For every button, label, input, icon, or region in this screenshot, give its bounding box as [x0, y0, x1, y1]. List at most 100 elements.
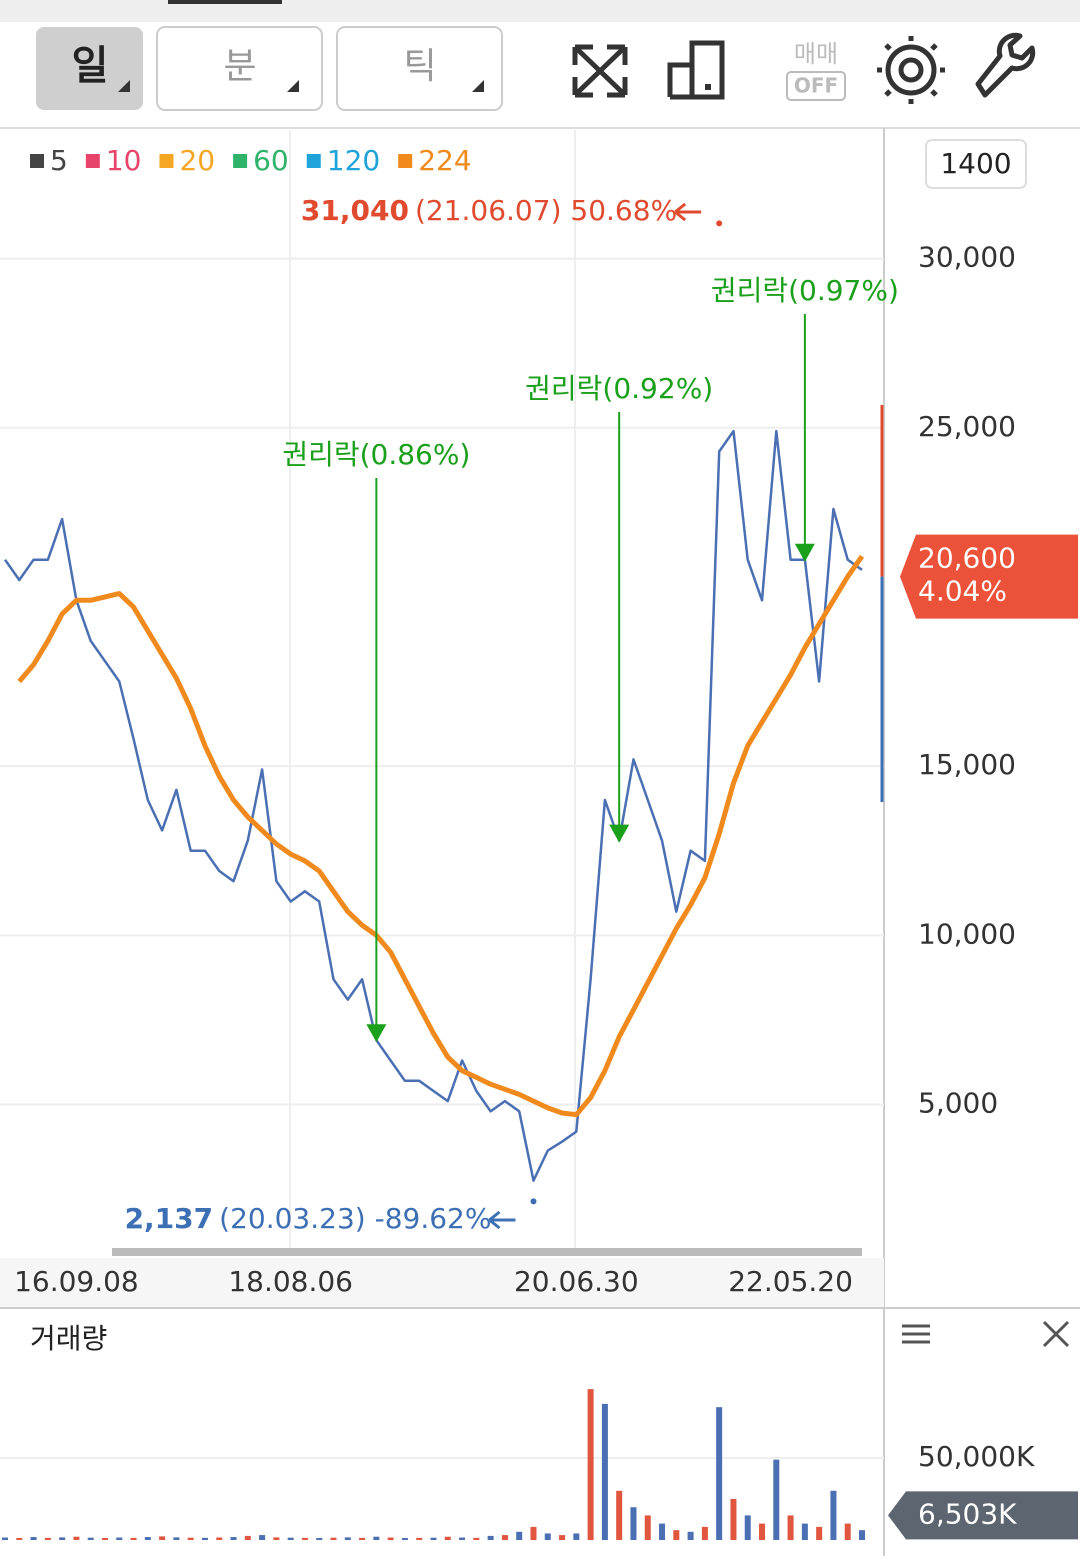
volume-current: 6,503K [918, 1497, 1017, 1530]
current-change: 4.04% [918, 575, 1007, 608]
volume-bar [316, 1538, 323, 1540]
volume-bar [787, 1515, 794, 1540]
volume-bar [430, 1537, 437, 1540]
volume-bar [373, 1536, 380, 1540]
tab-label: 틱 [403, 46, 436, 87]
volume-bar [730, 1499, 737, 1540]
y-tick-label: 25,000 [918, 410, 1016, 443]
volume-bar [573, 1533, 580, 1540]
volume-bar [701, 1526, 708, 1540]
tools-icon[interactable] [975, 32, 1036, 98]
volume-bar [716, 1407, 723, 1540]
volume-bar [816, 1526, 823, 1540]
volume-bar [387, 1537, 394, 1540]
volume-bar [673, 1530, 680, 1540]
extreme-arrow [674, 202, 702, 222]
scrollbar[interactable] [112, 1248, 862, 1256]
legend-label: 10 [106, 144, 142, 177]
volume-bar [601, 1403, 608, 1540]
volume-bar [2, 1537, 8, 1540]
y-tick-label: 10,000 [918, 917, 1016, 950]
close-icon[interactable] [1042, 1320, 1070, 1348]
tab-day[interactable] [36, 27, 143, 110]
trade-toggle[interactable] [786, 71, 846, 101]
period-box[interactable] [925, 139, 1027, 189]
fullscreen-icon[interactable] [572, 44, 628, 98]
volume-bar [759, 1523, 766, 1540]
volume-bar [801, 1523, 808, 1540]
layout-dot [705, 84, 711, 90]
x-tick-label: 16.09.08 [14, 1265, 139, 1298]
menu-icon[interactable] [902, 1324, 930, 1344]
status-strip [0, 0, 1080, 22]
extreme-arrow [488, 1210, 516, 1230]
extreme-mark [716, 220, 723, 227]
price-line [3, 429, 863, 1182]
volume-bar [587, 1389, 594, 1540]
extreme-value: 31,040 [301, 194, 409, 227]
rights-arrow [609, 824, 630, 843]
volume-bar [516, 1531, 523, 1540]
current-box [900, 534, 1078, 619]
volume-bar [444, 1536, 451, 1540]
rights-arrow [366, 1024, 387, 1043]
legend-swatch [30, 154, 44, 168]
y-tick-label: 50,000K [918, 1440, 1035, 1473]
volume-bar [273, 1537, 280, 1540]
legend-swatch [398, 154, 413, 168]
volume-bar [459, 1537, 466, 1540]
volume-bar [173, 1537, 180, 1540]
volume-bar [144, 1537, 151, 1540]
legend-label: 5 [50, 144, 68, 177]
rights-arrow [794, 543, 815, 562]
rights-label: 권리락(0.86%) [282, 438, 470, 471]
y-tick-label: 15,000 [918, 748, 1016, 781]
rights-label: 권리락(0.92%) [525, 372, 713, 405]
volume-bar [16, 1538, 23, 1540]
volume-bar [330, 1537, 337, 1540]
extreme-mark [530, 1198, 537, 1205]
volume-bar [830, 1490, 837, 1540]
volume-bar [773, 1459, 780, 1540]
tab-label: 일 [72, 43, 109, 89]
price-line [17, 554, 865, 1118]
volume-bar [230, 1537, 237, 1540]
trade-label: 매매 [794, 40, 838, 68]
volume-bar [544, 1533, 551, 1540]
y-tick-label: 5,000 [918, 1087, 998, 1120]
volume-bar [187, 1537, 194, 1540]
volume-current-box [888, 1491, 1078, 1540]
volume-bar [259, 1535, 266, 1540]
legend-swatch [85, 154, 100, 168]
volume-bar [87, 1537, 94, 1540]
volume-title: 거래량 [30, 1322, 107, 1355]
volume-bar [301, 1537, 308, 1540]
volume-bar [530, 1526, 537, 1540]
layout-icon[interactable] [667, 40, 725, 100]
volume-bar [30, 1537, 37, 1540]
legend-label: 224 [418, 144, 471, 177]
volume-bar [501, 1535, 508, 1540]
volume-bar [844, 1523, 851, 1540]
volume-bar [101, 1538, 108, 1540]
tab-tick[interactable] [336, 26, 503, 111]
extreme-label: 2,137 (20.03.23) -89.62% [125, 1202, 492, 1235]
volume-bar [344, 1537, 351, 1540]
x-tick-label: 22.05.20 [728, 1265, 853, 1298]
legend-label: 120 [327, 144, 380, 177]
legend-label: 60 [253, 144, 289, 177]
volume-bar [616, 1490, 623, 1540]
legend-swatch [233, 154, 248, 168]
volume-bar [659, 1523, 666, 1540]
volume-bar [859, 1530, 865, 1540]
period-label: 1400 [940, 147, 1011, 180]
volume-bar [744, 1515, 751, 1540]
extreme-value: 2,137 [125, 1202, 214, 1235]
settings-icon[interactable] [877, 36, 945, 104]
scroll-indicator [168, 0, 282, 4]
volume-bar [416, 1537, 423, 1540]
volume-bar [159, 1536, 166, 1540]
tab-minute[interactable] [156, 26, 323, 111]
volume-bar [116, 1537, 123, 1540]
